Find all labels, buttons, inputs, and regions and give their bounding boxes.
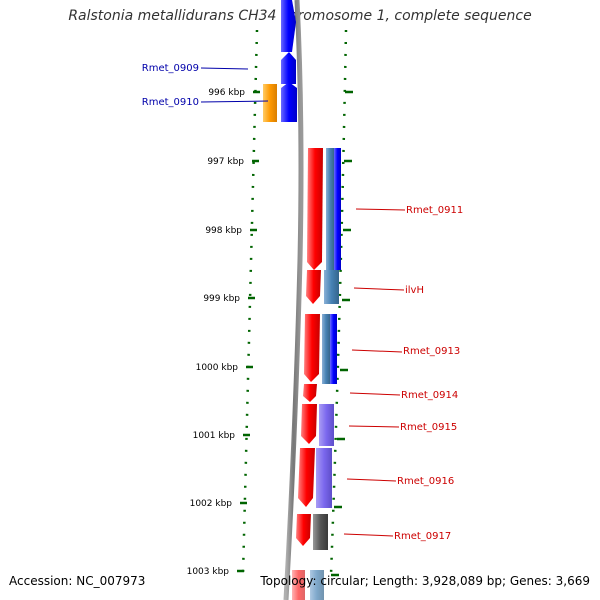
gene-rmet-0910[interactable] xyxy=(281,82,297,122)
feature-steel-3[interactable] xyxy=(322,314,330,384)
gene-label[interactable]: Rmet_0917 xyxy=(394,531,451,542)
gene-label[interactable]: Rmet_0910 xyxy=(142,97,199,108)
gene-rmet-0915[interactable] xyxy=(301,404,317,444)
gene-label-leader xyxy=(355,208,406,211)
outer-tick-ring xyxy=(241,29,259,576)
scale-tick-label: 1000 kbp xyxy=(196,363,239,373)
inner-tick-ring xyxy=(329,29,348,576)
accession-text: Accession: NC_007973 xyxy=(9,574,146,588)
scale-tick-label: 1002 kbp xyxy=(190,499,233,509)
gene-label[interactable]: Rmet_0913 xyxy=(403,346,460,357)
scale-ticks: 996 kbp 997 kbp 998 kbp 999 kbp 1000 kbp 1001… xyxy=(187,88,353,577)
feature-purple-2[interactable] xyxy=(316,448,332,508)
gene-ilvh[interactable] xyxy=(306,270,321,304)
chromosome-backbone xyxy=(283,0,304,600)
gene-rmet-0913[interactable] xyxy=(304,314,320,382)
gene-label-leader xyxy=(353,287,405,291)
gene-labels: Rmet_0909 Rmet_0910 Rmet_0911 ilvH Rmet_0913… xyxy=(142,63,463,542)
gene-label[interactable]: ilvH xyxy=(405,285,424,296)
scale-tick-label: 997 kbp xyxy=(207,157,244,167)
scale-tick-label: 999 kbp xyxy=(203,294,240,304)
feature-gray-1[interactable] xyxy=(313,514,328,550)
scale-tick-label: 1001 kbp xyxy=(193,431,236,441)
gene-label[interactable]: Rmet_0916 xyxy=(397,476,454,487)
feature-purple-1[interactable] xyxy=(319,404,334,446)
gene-forward-0908[interactable] xyxy=(281,0,296,52)
feature-steel-1[interactable] xyxy=(326,148,334,270)
gene-label[interactable]: Rmet_0914 xyxy=(401,390,458,401)
feature-blue-2[interactable] xyxy=(330,314,337,384)
gene-label[interactable]: Rmet_0909 xyxy=(142,63,199,74)
gene-orange[interactable] xyxy=(263,84,277,122)
sequence-summary: Topology: circular; Length: 3,928,089 bp… xyxy=(260,574,590,588)
scale-tick-label: 1003 kbp xyxy=(187,567,230,577)
gene-label-leader xyxy=(200,67,249,70)
gene-rmet-0914[interactable] xyxy=(303,384,317,402)
gene-rmet-0911[interactable] xyxy=(307,148,323,270)
gene-rmet-0917[interactable] xyxy=(296,514,311,546)
gene-label-leader xyxy=(349,392,401,396)
feature-steel-2[interactable] xyxy=(324,270,339,304)
gene-label-leader xyxy=(351,349,403,353)
gene-label-leader xyxy=(346,478,397,482)
feature-steel-4[interactable] xyxy=(310,570,324,600)
gene-label-leader xyxy=(200,100,269,103)
scale-tick-label: 998 kbp xyxy=(205,226,242,236)
gene-label[interactable]: Rmet_0911 xyxy=(406,205,463,216)
gene-rmet-0909[interactable] xyxy=(281,52,296,84)
feature-blue-1[interactable] xyxy=(334,148,341,270)
gene-label-leader xyxy=(348,425,400,428)
gene-label-leader xyxy=(343,533,394,537)
gene-rmet-0916[interactable] xyxy=(298,448,315,507)
gene-label[interactable]: Rmet_0915 xyxy=(400,422,457,433)
scale-tick-label: 996 kbp xyxy=(208,88,245,98)
gene-red-bottom[interactable] xyxy=(292,570,305,600)
